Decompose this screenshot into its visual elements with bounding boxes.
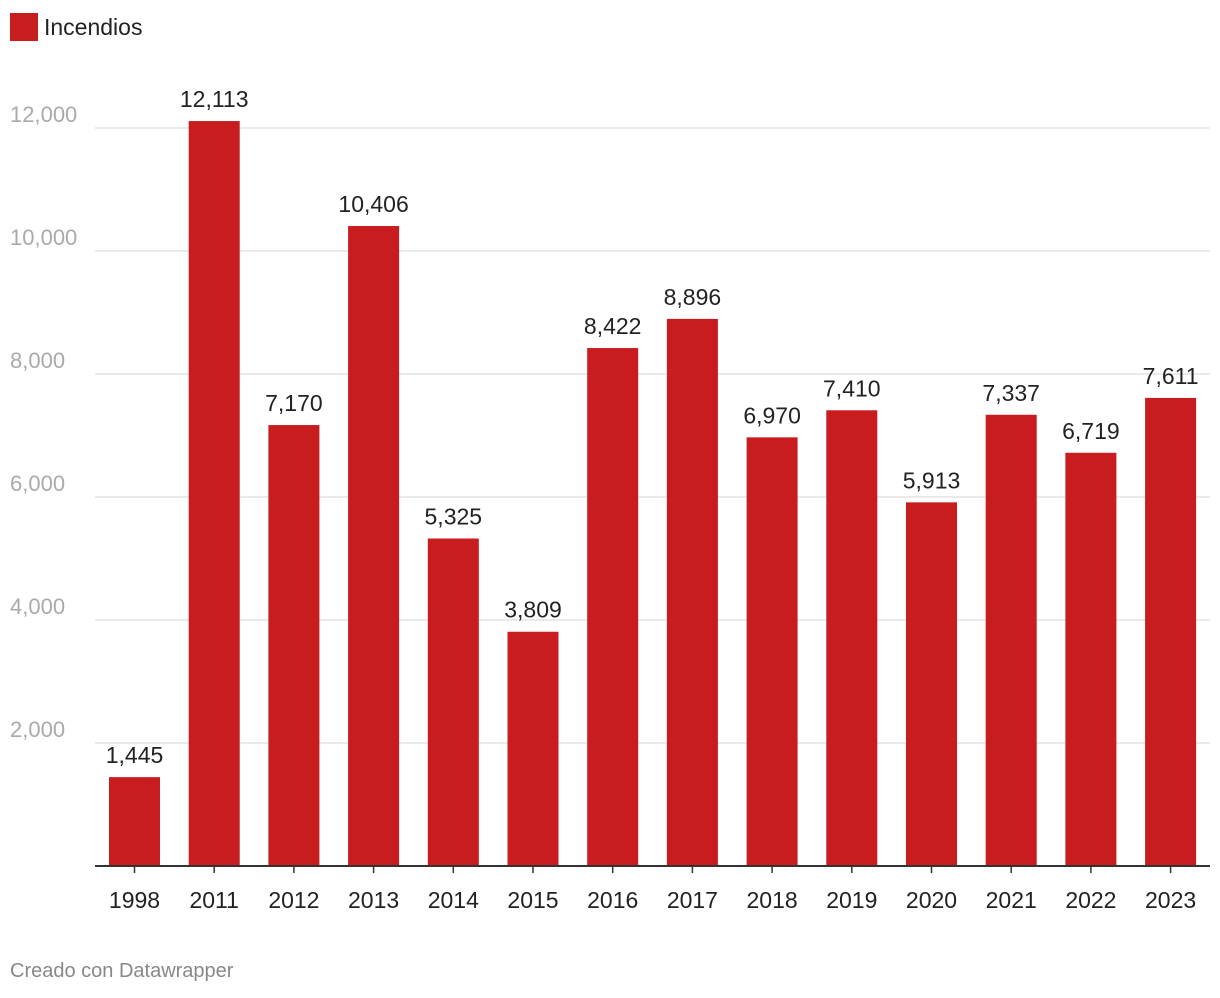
value-label-1998: 1,445 <box>106 742 164 768</box>
x-tick-label-2015: 2015 <box>507 887 558 913</box>
y-tick-label: 8,000 <box>10 348 65 373</box>
x-tick-label-2019: 2019 <box>826 887 877 913</box>
value-label-2018: 6,970 <box>743 402 801 428</box>
x-tick-label-2023: 2023 <box>1145 887 1196 913</box>
x-axis: 1998 2011 2012 2013 2014 2015 2016 2017 2018 2019… <box>95 865 1210 913</box>
bar-2015 <box>507 631 559 866</box>
bar-2014 <box>427 538 479 866</box>
x-tick-label-2014: 2014 <box>428 887 479 913</box>
bar-2011 <box>188 121 240 867</box>
bar-2020 <box>906 502 957 866</box>
bar-2012 <box>268 425 320 866</box>
x-tick-label-2017: 2017 <box>667 887 718 913</box>
x-tick-label-2011: 2011 <box>189 887 238 913</box>
value-label-2023: 7,611 <box>1143 363 1199 389</box>
x-tick-label-2018: 2018 <box>747 887 798 913</box>
bar-1998 <box>109 777 160 866</box>
value-labels: 1,445 12,113 7,170 10,406 5,325 3,809 8,422 8,8… <box>106 86 1199 768</box>
legend-swatch <box>10 13 38 41</box>
value-label-2015: 3,809 <box>504 597 562 623</box>
legend: Incendios <box>10 12 142 42</box>
bar-2013 <box>348 226 400 866</box>
x-tick-label-2016: 2016 <box>587 887 638 913</box>
bar-2016 <box>587 348 639 866</box>
value-label-2019: 7,410 <box>823 375 881 401</box>
bar-2019 <box>826 410 878 866</box>
y-tick-label: 6,000 <box>10 471 65 496</box>
x-tick-label-2022: 2022 <box>1065 887 1116 913</box>
bar-2023 <box>1145 397 1197 866</box>
value-label-2020: 5,913 <box>903 467 961 493</box>
y-tick-label: 10,000 <box>10 225 77 250</box>
value-label-2011: 12,113 <box>180 86 249 112</box>
y-tick-label: 4,000 <box>10 594 65 619</box>
legend-label: Incendios <box>44 13 143 40</box>
value-label-2021: 7,337 <box>982 380 1040 406</box>
bar-2022 <box>1065 452 1117 866</box>
value-label-2012: 7,170 <box>265 390 323 416</box>
value-label-2016: 8,422 <box>584 313 642 339</box>
value-label-2014: 5,325 <box>425 504 483 530</box>
x-tick-label-2021: 2021 <box>986 887 1037 913</box>
bars <box>109 121 1197 867</box>
value-label-2022: 6,719 <box>1062 418 1120 444</box>
x-tick-label-1998: 1998 <box>109 887 160 913</box>
bar-2017 <box>666 318 718 866</box>
value-label-2013: 10,406 <box>338 191 408 217</box>
x-tick-label-2012: 2012 <box>268 887 319 913</box>
y-tick-label: 2,000 <box>10 717 65 742</box>
x-tick-label-2020: 2020 <box>906 887 957 913</box>
bar-2018 <box>746 437 798 866</box>
bar-2021 <box>985 414 1037 866</box>
y-tick-label: 12,000 <box>10 102 77 127</box>
x-tick-label-2013: 2013 <box>348 887 399 913</box>
value-label-2017: 8,896 <box>664 284 722 310</box>
footer-credit: Creado con Datawrapper <box>10 960 234 982</box>
